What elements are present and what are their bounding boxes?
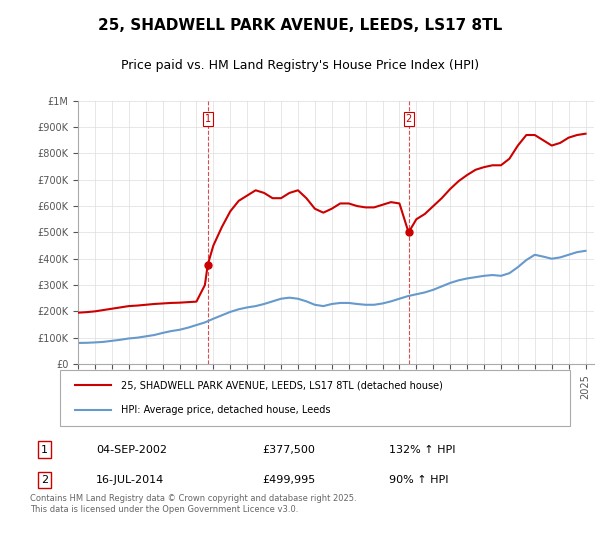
Text: HPI: Average price, detached house, Leeds: HPI: Average price, detached house, Leed…	[121, 405, 331, 415]
Text: £377,500: £377,500	[262, 445, 315, 455]
Text: 16-JUL-2014: 16-JUL-2014	[96, 475, 164, 485]
Text: 2: 2	[41, 475, 48, 485]
FancyBboxPatch shape	[60, 370, 570, 426]
Text: 132% ↑ HPI: 132% ↑ HPI	[389, 445, 455, 455]
Text: 1: 1	[41, 445, 48, 455]
Text: 1: 1	[205, 114, 211, 124]
Text: 04-SEP-2002: 04-SEP-2002	[96, 445, 167, 455]
Text: 25, SHADWELL PARK AVENUE, LEEDS, LS17 8TL (detached house): 25, SHADWELL PARK AVENUE, LEEDS, LS17 8T…	[121, 380, 443, 390]
Text: 25, SHADWELL PARK AVENUE, LEEDS, LS17 8TL: 25, SHADWELL PARK AVENUE, LEEDS, LS17 8T…	[98, 18, 502, 32]
Text: 90% ↑ HPI: 90% ↑ HPI	[389, 475, 448, 485]
Text: £499,995: £499,995	[262, 475, 315, 485]
Text: Contains HM Land Registry data © Crown copyright and database right 2025.
This d: Contains HM Land Registry data © Crown c…	[30, 494, 356, 514]
Text: Price paid vs. HM Land Registry's House Price Index (HPI): Price paid vs. HM Land Registry's House …	[121, 59, 479, 72]
Text: 2: 2	[406, 114, 412, 124]
